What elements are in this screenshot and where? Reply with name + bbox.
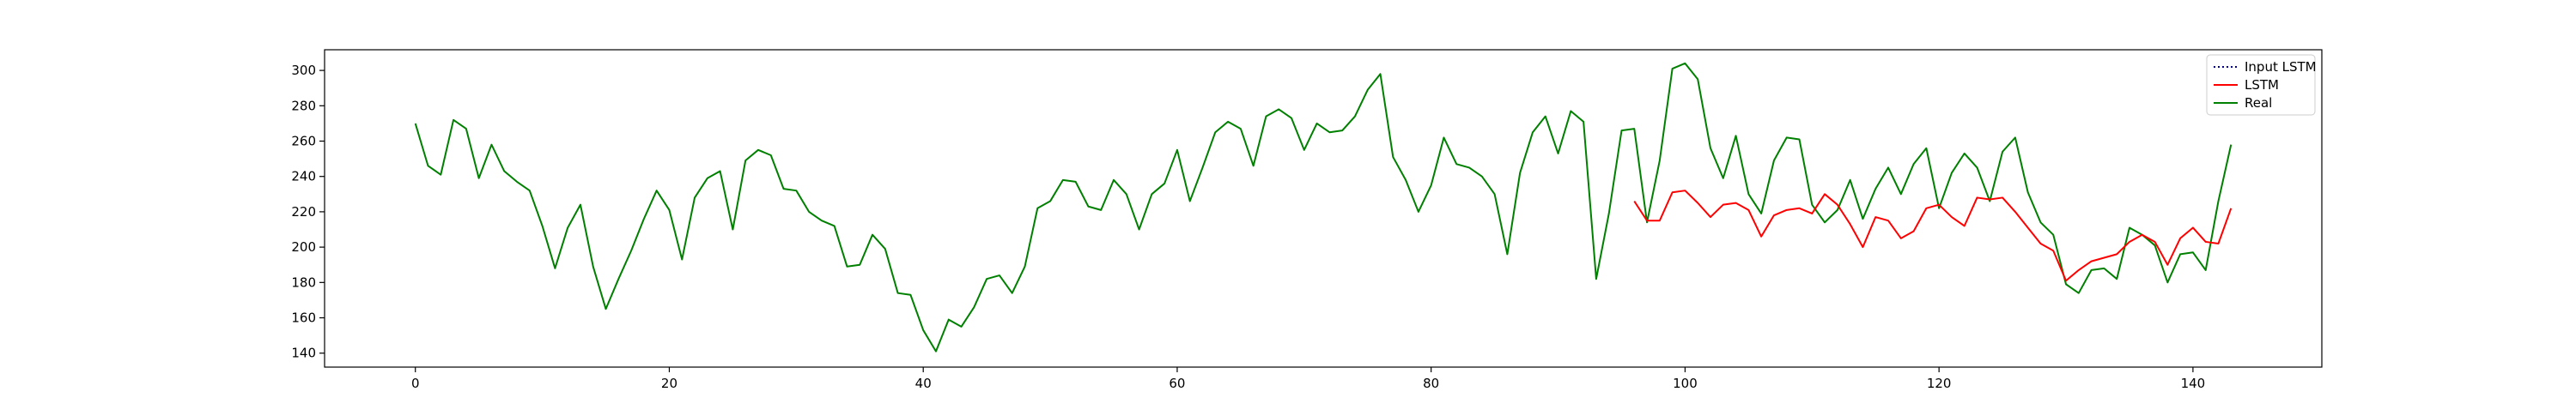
y-tick-label: 180 — [291, 274, 316, 290]
legend-label: Input LSTM — [2245, 59, 2317, 75]
y-tick-label: 280 — [291, 98, 316, 113]
y-tick-label: 240 — [291, 169, 316, 184]
y-tick-label: 220 — [291, 204, 316, 220]
series-line-lstm — [1633, 190, 2233, 282]
plot-frame — [324, 49, 2323, 368]
legend-box — [2206, 54, 2316, 116]
legend-label: Real — [2245, 95, 2272, 111]
x-tick-label: 20 — [661, 376, 677, 391]
legend-label: LSTM — [2245, 77, 2279, 93]
y-tick-label: 300 — [291, 63, 316, 78]
y-axis: 140 160 180 200 220 240 260 280 300 — [291, 63, 325, 361]
y-tick-label: 260 — [291, 134, 316, 149]
x-tick-label: 60 — [1169, 376, 1185, 391]
x-tick-label: 0 — [411, 376, 420, 391]
y-tick-label: 140 — [291, 346, 316, 361]
x-tick-label: 140 — [2181, 376, 2206, 391]
y-tick-label: 200 — [291, 239, 316, 255]
legend: Input LSTM LSTM Real — [2206, 54, 2317, 116]
x-axis: 0 20 40 60 80 100 120 140 — [411, 367, 2205, 391]
x-tick-label: 120 — [1927, 376, 1952, 391]
y-tick-label: 160 — [291, 310, 316, 326]
x-tick-label: 100 — [1673, 376, 1698, 391]
plot-series — [414, 62, 2233, 353]
x-tick-label: 40 — [915, 376, 932, 391]
series-line-real — [414, 62, 2233, 353]
x-tick-label: 80 — [1423, 376, 1439, 391]
